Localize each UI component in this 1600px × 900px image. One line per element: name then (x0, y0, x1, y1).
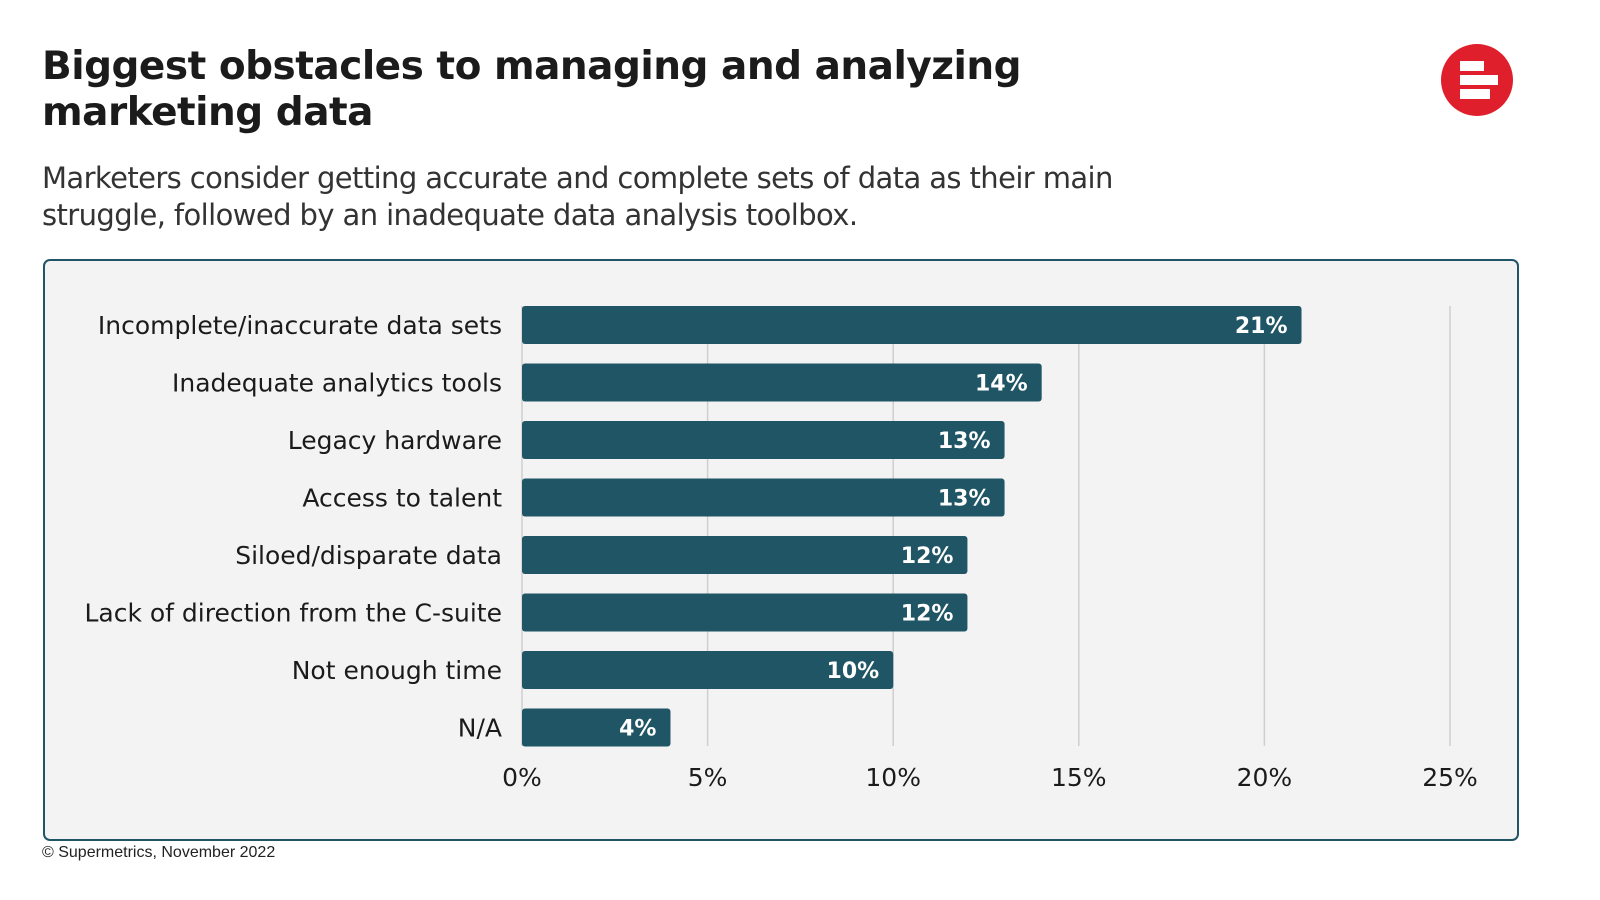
category-label: N/A (458, 714, 502, 743)
data-label: 13% (938, 487, 991, 512)
x-tick-label: 15% (1051, 763, 1107, 792)
bar (522, 708, 671, 747)
category-label: Incomplete/inaccurate data sets (98, 311, 502, 340)
category-label: Inadequate analytics tools (172, 369, 502, 398)
category-label: Siloed/disparate data (235, 541, 502, 570)
source-footer: © Supermetrics, November 2022 (42, 844, 276, 861)
data-label: 14% (975, 372, 1028, 397)
bar (522, 363, 1042, 402)
bar (522, 651, 894, 689)
x-tick-label: 20% (1237, 763, 1293, 792)
bar (522, 593, 968, 632)
page-subtitle: Marketers consider getting accurate and … (42, 161, 1113, 232)
bar (522, 536, 968, 574)
x-tick-label: 10% (865, 763, 921, 792)
data-label: 4% (619, 717, 656, 742)
x-tick-label: 5% (688, 763, 728, 792)
x-tick-label: 25% (1422, 763, 1478, 792)
bar (522, 306, 1302, 344)
x-tick-label: 0% (502, 763, 542, 792)
bar (522, 421, 1005, 459)
category-label: Access to talent (302, 484, 502, 513)
supermetrics-logo-icon (1441, 44, 1513, 116)
data-label: 12% (901, 544, 954, 569)
category-label: Legacy hardware (288, 426, 502, 455)
data-label: 21% (1235, 314, 1288, 339)
data-label: 13% (938, 429, 991, 454)
data-label: 12% (901, 602, 954, 627)
data-label: 10% (827, 659, 880, 684)
category-label: Lack of direction from the C-suite (84, 599, 502, 628)
bar (522, 478, 1005, 517)
page-title: Biggest obstacles to managing and analyz… (42, 44, 1022, 135)
category-label: Not enough time (292, 656, 502, 685)
